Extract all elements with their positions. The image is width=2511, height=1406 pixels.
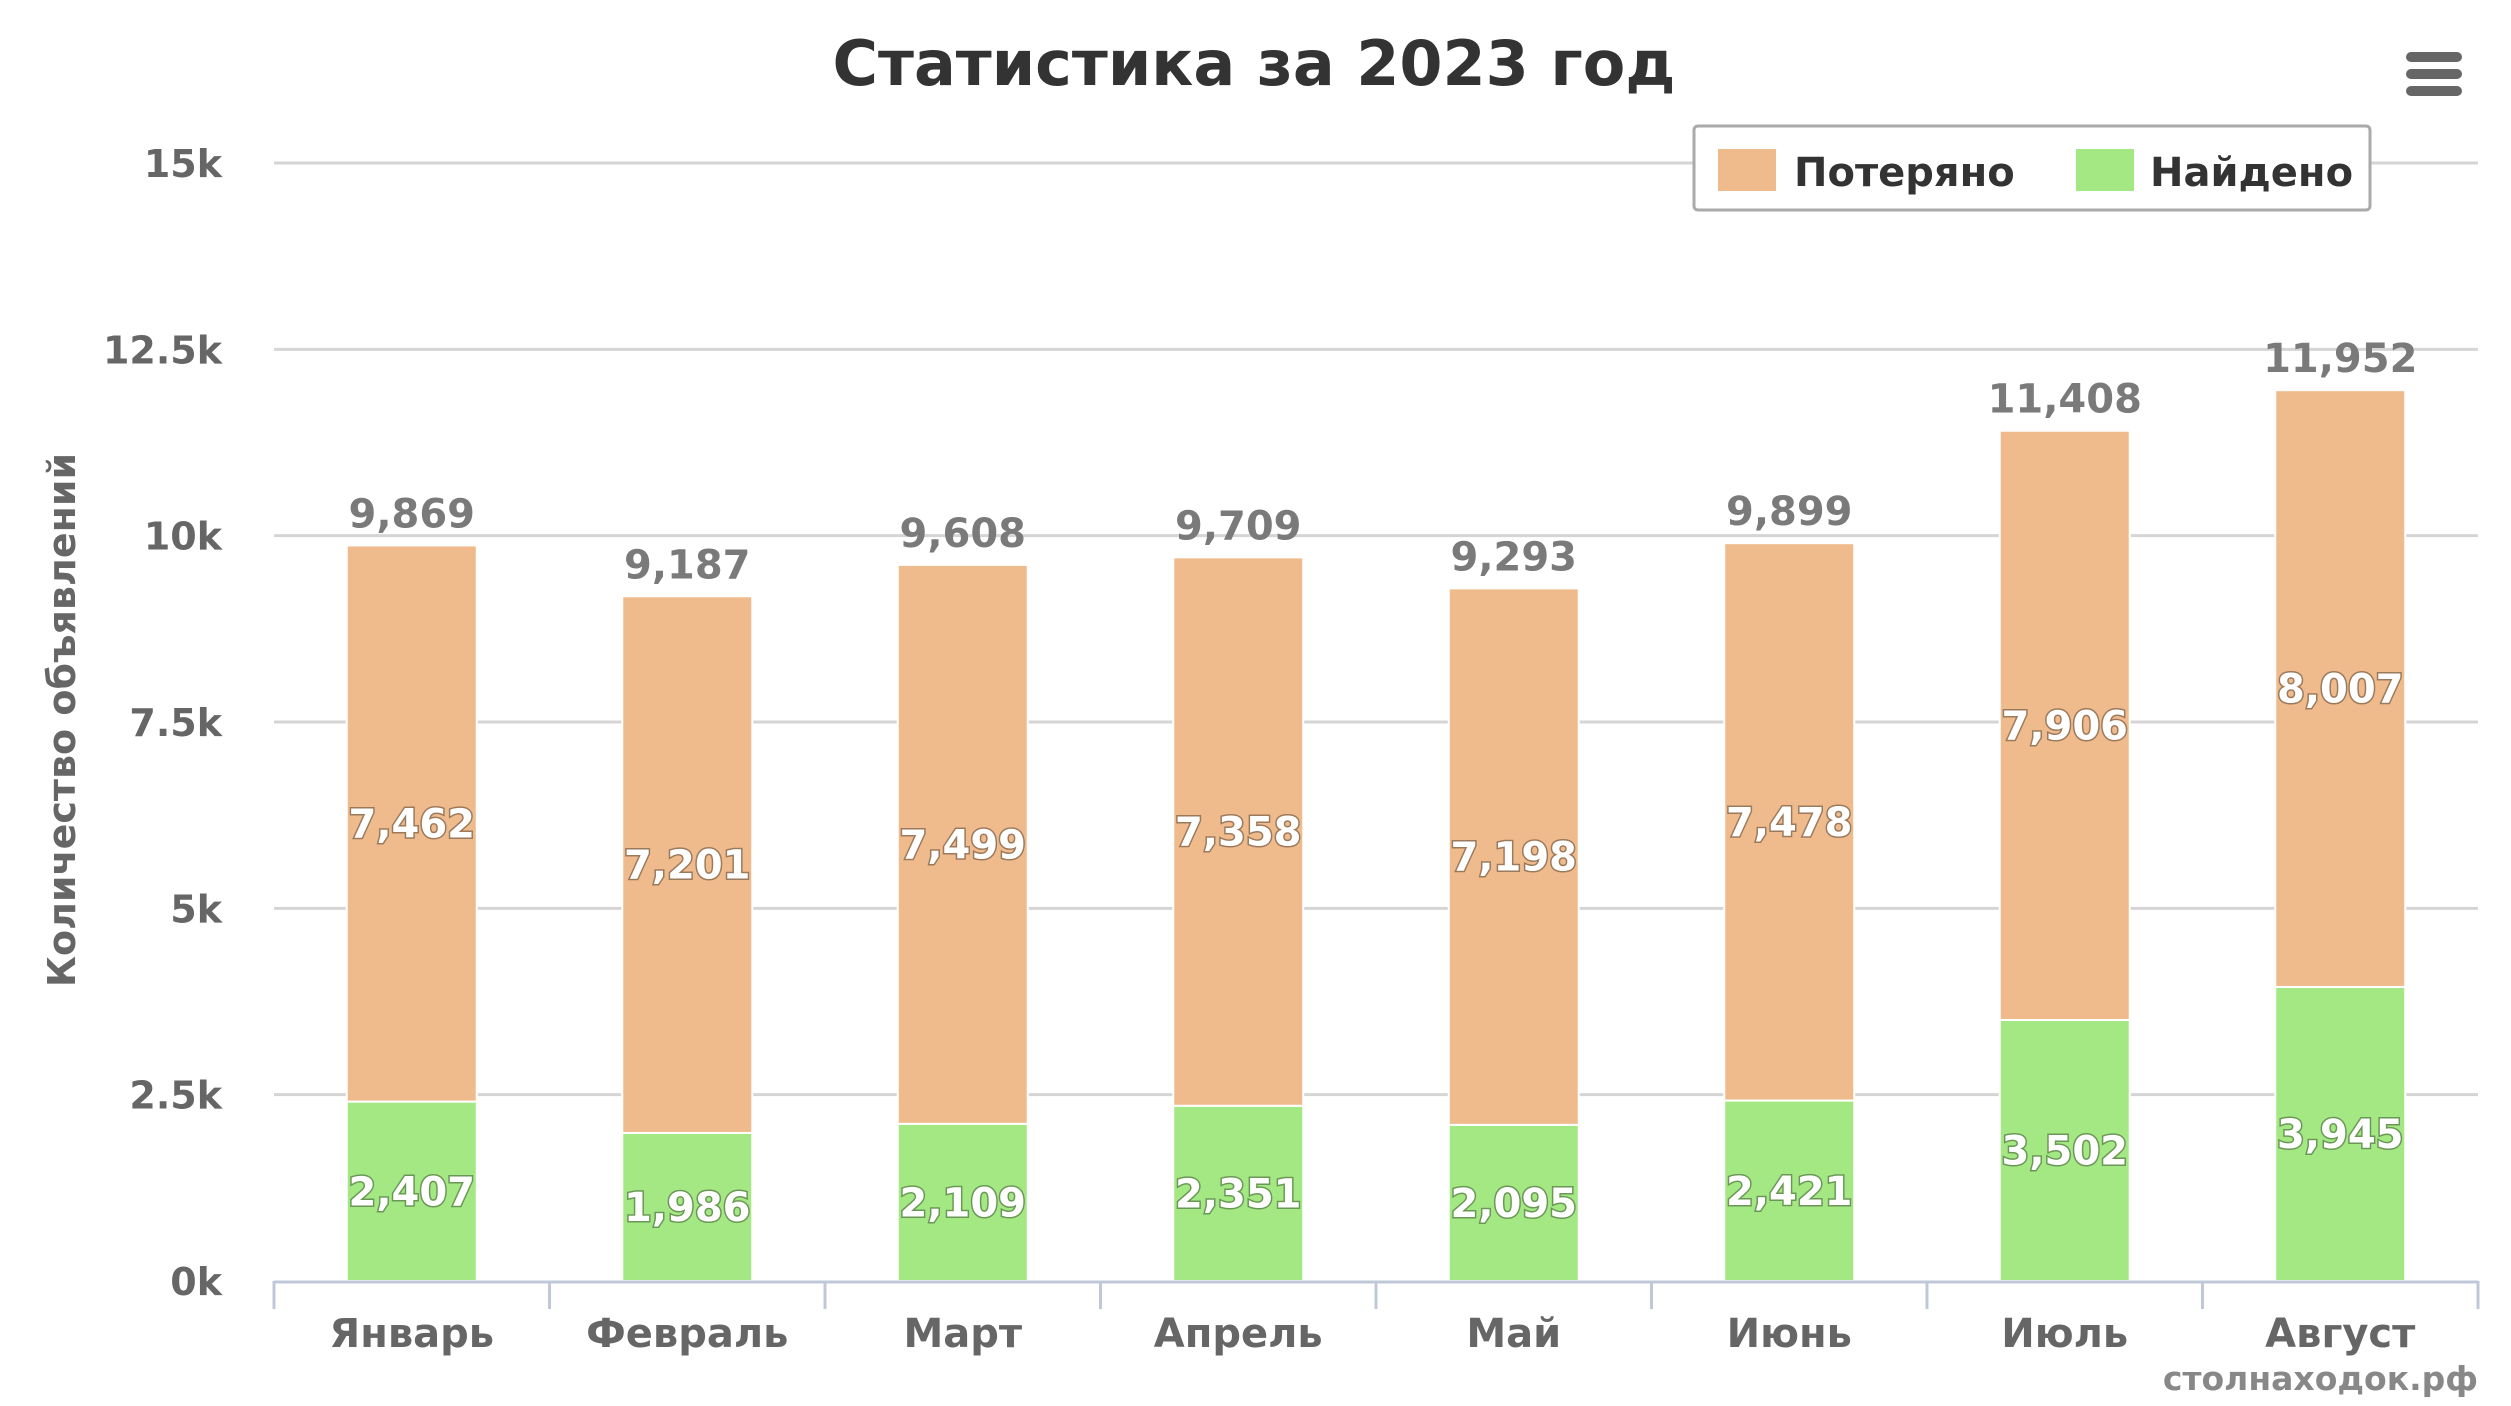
chart-title: Статистика за 2023 год	[833, 27, 1676, 100]
data-label-found: 2,421	[1726, 1169, 1853, 1215]
bar-lost[interactable]	[1998, 429, 2131, 1021]
x-tick-label: Февраль	[586, 1311, 788, 1357]
x-tick-label: Июль	[2001, 1311, 2128, 1357]
bar-group: 3,945 8,007 11,952	[2263, 336, 2417, 1282]
y-tick-label: 5k	[170, 887, 222, 931]
bar-group: 2,407 7,462 9,869	[345, 491, 478, 1282]
bar-lost[interactable]	[621, 595, 754, 1134]
data-label-found: 2,351	[1175, 1171, 1302, 1217]
data-label-total: 9,293	[1450, 534, 1577, 580]
legend-label-found: Найдено	[2150, 150, 2353, 196]
bar-group: 2,351 7,358 9,709	[1172, 503, 1305, 1282]
x-tick-label: Апрель	[1154, 1311, 1323, 1357]
bar-found[interactable]	[1998, 1018, 2131, 1282]
data-label-total: 9,709	[1175, 503, 1302, 549]
data-label-lost: 7,358	[1175, 810, 1302, 856]
bar-found[interactable]	[896, 1122, 1029, 1282]
watermark: столнаходок.рф	[2163, 1359, 2478, 1398]
data-label-found: 2,095	[1450, 1181, 1577, 1227]
bar-lost[interactable]	[1447, 587, 1580, 1126]
legend-swatch-lost	[1718, 149, 1776, 191]
legend: Потеряно Найдено	[1692, 124, 2372, 212]
bar-group: 2,095 7,198 9,293	[1447, 534, 1580, 1282]
menu-bar	[2406, 86, 2462, 96]
y-axis-title: Количество объявлений	[40, 453, 84, 987]
bar-lost[interactable]	[1723, 542, 1856, 1102]
bars: 2,407 7,462 9,869 1,986 7,201 9,187 2,109 7,499…	[345, 336, 2417, 1283]
data-label-total: 9,869	[348, 491, 475, 537]
data-label-total: 11,952	[2263, 336, 2417, 382]
legend-item-lost[interactable]: Потеряно	[1718, 149, 2015, 196]
menu-bar	[2406, 69, 2462, 79]
x-axis: Январь Февраль Март Апрель Май Июнь Июль Август	[272, 1280, 2480, 1357]
data-label-total: 9,899	[1726, 489, 1853, 535]
data-label-found: 2,407	[348, 1169, 475, 1215]
data-label-lost: 7,201	[624, 843, 751, 889]
x-tick-label: Май	[1466, 1311, 1561, 1357]
data-label-found: 3,945	[2277, 1112, 2404, 1158]
x-tick-label: Январь	[329, 1311, 494, 1357]
data-label-total: 9,187	[624, 542, 751, 588]
bar-group: 2,421 7,478 9,899	[1723, 489, 1856, 1283]
bar-found[interactable]	[2274, 985, 2407, 1282]
bar-lost[interactable]	[345, 544, 478, 1103]
data-label-found: 2,109	[899, 1180, 1026, 1226]
hamburger-menu-icon[interactable]	[2403, 48, 2465, 100]
data-label-lost: 7,198	[1450, 835, 1577, 881]
menu-bar	[2406, 52, 2462, 62]
y-tick-label: 10k	[144, 515, 223, 559]
bar-group: 1,986 7,201 9,187	[621, 542, 754, 1282]
bar-lost[interactable]	[1172, 556, 1305, 1107]
data-label-lost: 7,462	[348, 802, 475, 848]
x-tick-label: Июнь	[1727, 1311, 1852, 1357]
legend-label-lost: Потеряно	[1794, 150, 2015, 196]
data-label-found: 1,986	[624, 1185, 751, 1231]
gridlines	[274, 161, 2478, 1097]
legend-swatch-found	[2076, 149, 2134, 191]
bar-found[interactable]	[621, 1131, 754, 1282]
bar-group: 2,109 7,499 9,608	[896, 511, 1029, 1282]
bar-found[interactable]	[1172, 1104, 1305, 1282]
y-tick-label: 12.5k	[103, 328, 223, 372]
data-label-found: 3,502	[2001, 1128, 2128, 1174]
y-tick-label: 2.5k	[129, 1074, 222, 1118]
x-tick-label: Август	[2265, 1311, 2416, 1357]
data-label-lost: 7,906	[2001, 703, 2128, 749]
legend-item-found[interactable]: Найдено	[2076, 149, 2353, 196]
data-label-lost: 8,007	[2277, 667, 2404, 713]
legend-box	[1692, 124, 2372, 212]
y-tick-label: 7.5k	[129, 701, 222, 745]
y-tick-label: 0k	[170, 1260, 222, 1304]
data-label-total: 11,408	[1988, 377, 2142, 423]
y-tick-label: 15k	[144, 142, 223, 186]
bar-lost[interactable]	[2274, 389, 2407, 988]
data-label-total: 9,608	[899, 511, 1026, 557]
y-axis: 0k 2.5k 5k 7.5k 10k 12.5k 15k	[103, 142, 223, 1304]
data-label-lost: 7,478	[1726, 800, 1853, 846]
bar-lost[interactable]	[896, 563, 1029, 1125]
x-tick-label: Март	[903, 1311, 1022, 1357]
data-label-lost: 7,499	[899, 822, 1026, 868]
bar-found[interactable]	[1723, 1099, 1856, 1283]
bar-group: 3,502 7,906 11,408	[1988, 377, 2142, 1282]
